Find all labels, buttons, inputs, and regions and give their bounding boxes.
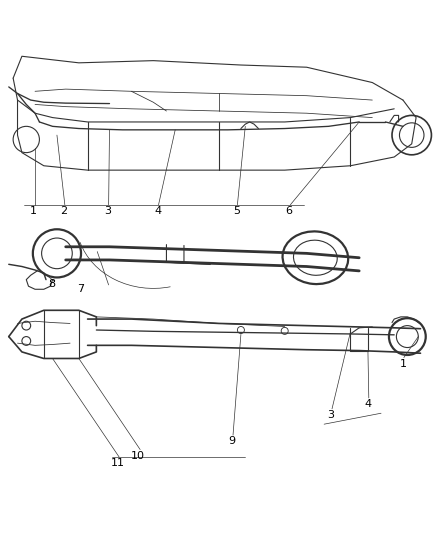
Text: 5: 5 bbox=[233, 206, 240, 216]
Text: 8: 8 bbox=[48, 279, 55, 289]
Text: 1: 1 bbox=[399, 359, 406, 369]
Text: 7: 7 bbox=[78, 284, 85, 294]
Text: 3: 3 bbox=[104, 206, 111, 216]
Text: 4: 4 bbox=[364, 399, 371, 409]
Text: 1: 1 bbox=[29, 206, 36, 216]
Text: 9: 9 bbox=[229, 437, 236, 447]
Text: 10: 10 bbox=[131, 451, 145, 462]
Text: 3: 3 bbox=[327, 410, 334, 420]
Text: 11: 11 bbox=[110, 458, 124, 469]
Text: 4: 4 bbox=[154, 206, 161, 216]
Text: 6: 6 bbox=[286, 206, 293, 216]
Text: 2: 2 bbox=[60, 206, 67, 216]
